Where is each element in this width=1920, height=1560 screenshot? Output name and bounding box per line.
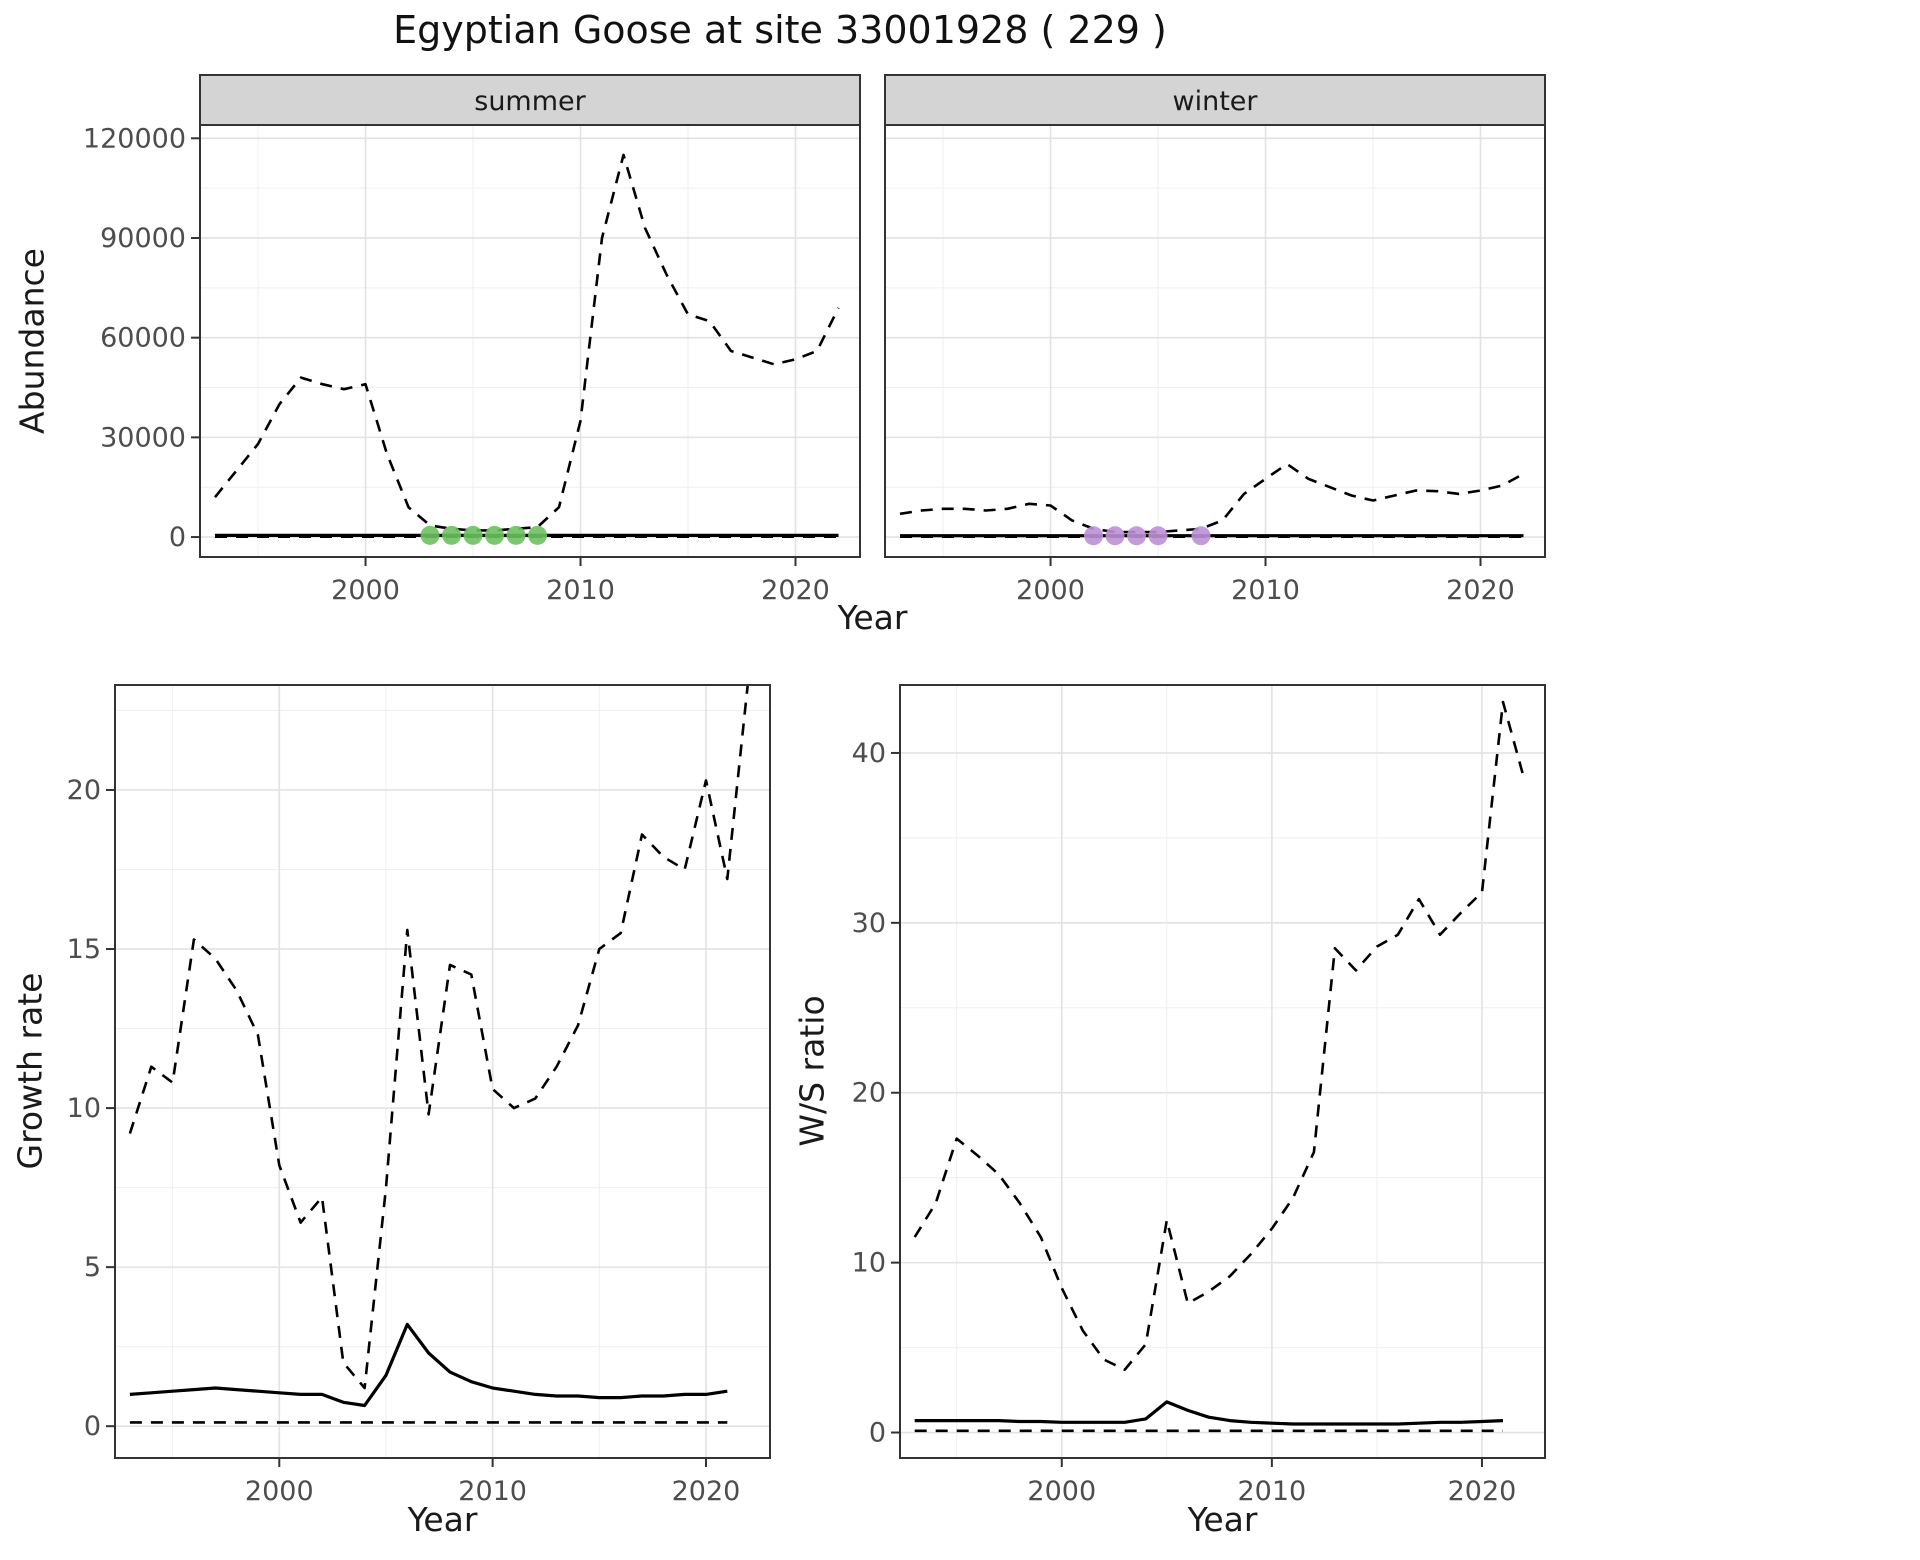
abundance-winter-flagged-years-point <box>1191 526 1211 546</box>
growth-rate-series-group <box>128 685 750 1424</box>
abundance-summer-flagged-years-point <box>485 525 505 545</box>
abundance-winter-facet-label: winter <box>1173 86 1259 117</box>
growth-rate-panel-border <box>114 684 771 1459</box>
growth-rate-estimate-line <box>129 1322 728 1408</box>
y-tick-label: 60000 <box>100 323 186 354</box>
abundance-winter-flagged-years-point <box>1084 526 1104 546</box>
ws-ratio-panel-border <box>899 684 1546 1459</box>
ws-ratio-upper-ci-line <box>913 700 1526 1372</box>
x-tick-label: 2000 <box>1016 575 1085 606</box>
abundance-summer-facet-strip <box>199 74 861 126</box>
growth-rate-canvas: 2000 2010 2020 0 5 10 15 20 <box>67 684 771 1507</box>
abundance-winter-upper-ci-line <box>899 462 1525 534</box>
x-tick-label: 2020 <box>1448 1476 1517 1507</box>
abundance-facets-canvas: summer 2000 2010 2020 0 30000 60000 90000 120000… <box>83 74 1546 606</box>
abundance-winter-flagged-years-point <box>1105 526 1125 546</box>
x-tick-label: 2020 <box>672 1476 741 1507</box>
abundance-summer-facet-label: summer <box>474 86 586 117</box>
x-tick-label: 2020 <box>1446 575 1515 606</box>
abundance-summer-flagged-years-point <box>420 525 440 545</box>
x-tick-label: 2010 <box>546 575 615 606</box>
ws-ratio-estimate-line <box>914 1400 1504 1426</box>
y-tick-label: 20 <box>852 1078 886 1109</box>
abundance-summer-upper-ci-line <box>213 153 840 532</box>
y-tick-label: 0 <box>869 1418 886 1449</box>
y-tick-label: 120000 <box>83 123 186 154</box>
abundance-summer-series-group <box>213 153 840 545</box>
y-tick-label: 20 <box>67 775 101 806</box>
y-tick-label: 30000 <box>100 422 186 453</box>
y-tick-label: 40 <box>852 738 886 769</box>
abundance-summer-panel-bg <box>200 125 860 557</box>
abundance-winter-series-group <box>899 462 1525 546</box>
y-tick-label: 0 <box>169 522 186 553</box>
growth-rate-panel-bg <box>115 685 770 1458</box>
x-tick-label: 2010 <box>1231 575 1300 606</box>
abundance-winter-flagged-years-point <box>1148 526 1168 546</box>
ws-ratio-series-group <box>913 700 1526 1433</box>
abundance-summer-flagged-years-point <box>528 525 548 545</box>
abundance-summer-flagged-years-point <box>442 525 462 545</box>
y-tick-label: 10 <box>852 1248 886 1279</box>
growth-rate-x-axis-label: Year <box>407 1500 478 1539</box>
x-tick-label: 2000 <box>245 1476 314 1507</box>
y-tick-label: 15 <box>67 934 101 965</box>
abundance-x-axis-label: Year <box>837 598 908 637</box>
ws-ratio-canvas: 2000 2010 2020 0 10 20 30 40 <box>852 684 1546 1507</box>
x-tick-label: 2010 <box>1238 1476 1307 1507</box>
chart-title: Egyptian Goose at site 33001928 ( 229 ) <box>393 8 1167 52</box>
abundance-summer-flagged-years-point <box>506 525 526 545</box>
ws-ratio-y-axis-label: W/S ratio <box>792 995 832 1147</box>
y-tick-label: 0 <box>84 1411 101 1442</box>
y-tick-label: 10 <box>67 1093 101 1124</box>
x-tick-label: 2020 <box>761 575 830 606</box>
growth-rate-y-axis-label: Growth rate <box>10 972 50 1170</box>
y-tick-label: 5 <box>84 1252 101 1283</box>
x-tick-label: 2000 <box>1027 1476 1096 1507</box>
ws-ratio-panel-bg <box>900 685 1545 1458</box>
y-tick-label: 30 <box>852 908 886 939</box>
growth-rate-upper-ci-line <box>128 685 750 1390</box>
abundance-winter-panel-bg <box>885 125 1545 557</box>
abundance-y-axis-label: Abundance <box>12 248 52 434</box>
abundance-summer-flagged-years-point <box>463 525 483 545</box>
x-tick-label: 2000 <box>331 575 400 606</box>
abundance-winter-facet-strip <box>884 74 1546 126</box>
x-tick-label: 2010 <box>458 1476 527 1507</box>
y-tick-label: 90000 <box>100 223 186 254</box>
ws-ratio-x-axis-label: Year <box>1187 1500 1258 1539</box>
abundance-winter-flagged-years-point <box>1127 526 1147 546</box>
